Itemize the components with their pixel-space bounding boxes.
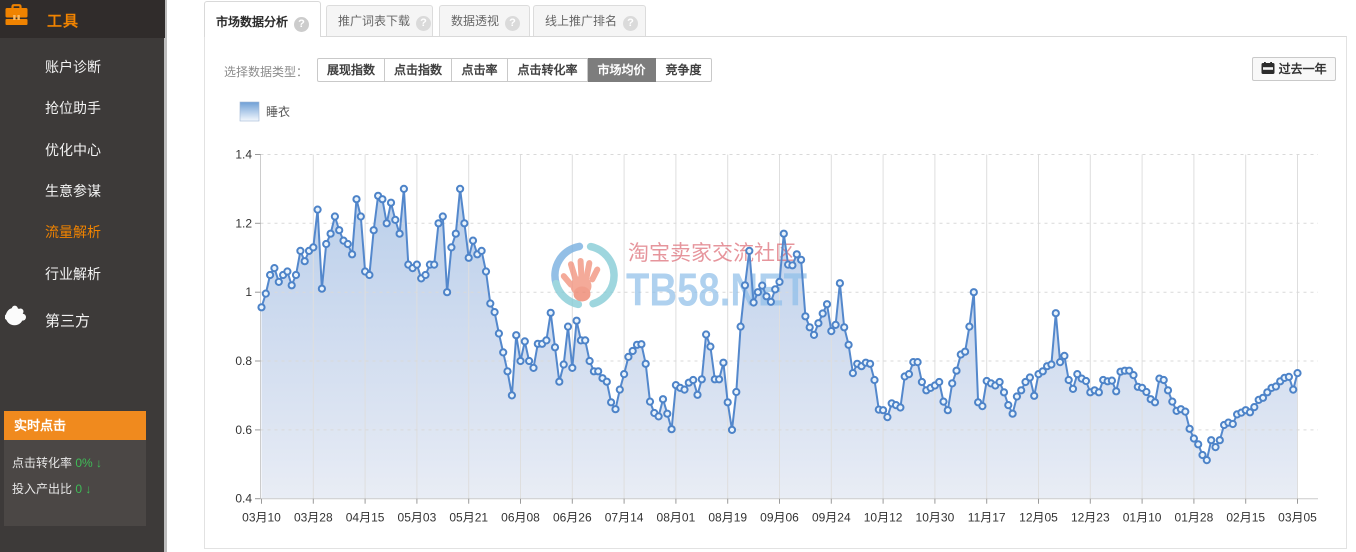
- svg-text:12月05: 12月05: [1019, 511, 1058, 525]
- svg-text:1: 1: [245, 285, 252, 299]
- svg-text:04月15: 04月15: [346, 511, 385, 525]
- svg-text:03月05: 03月05: [1278, 511, 1317, 525]
- svg-text:08月01: 08月01: [657, 511, 696, 525]
- svg-text:06月08: 06月08: [501, 511, 540, 525]
- svg-text:0.8: 0.8: [235, 354, 252, 368]
- svg-text:12月23: 12月23: [1071, 511, 1110, 525]
- svg-text:睡衣: 睡衣: [266, 104, 290, 119]
- svg-text:09月24: 09月24: [812, 511, 851, 525]
- svg-text:02月15: 02月15: [1226, 511, 1265, 525]
- svg-text:10月12: 10月12: [864, 511, 903, 525]
- svg-text:10月30: 10月30: [916, 511, 955, 525]
- svg-text:淘宝卖家交流社区: 淘宝卖家交流社区: [628, 242, 796, 265]
- svg-text:06月26: 06月26: [553, 511, 592, 525]
- svg-text:1.4: 1.4: [235, 148, 252, 162]
- svg-text:05月21: 05月21: [449, 511, 488, 525]
- svg-text:07月14: 07月14: [605, 511, 644, 525]
- svg-text:01月28: 01月28: [1175, 511, 1214, 525]
- svg-text:08月19: 08月19: [708, 511, 747, 525]
- svg-text:03月10: 03月10: [242, 511, 281, 525]
- svg-text:0.4: 0.4: [235, 492, 252, 506]
- svg-text:1.2: 1.2: [235, 216, 252, 230]
- svg-text:01月10: 01月10: [1123, 511, 1162, 525]
- svg-text:09月06: 09月06: [760, 511, 799, 525]
- svg-text:0.6: 0.6: [235, 423, 252, 437]
- svg-text:05月03: 05月03: [398, 511, 437, 525]
- svg-text:11月17: 11月17: [968, 511, 1006, 525]
- svg-text:03月28: 03月28: [294, 511, 333, 525]
